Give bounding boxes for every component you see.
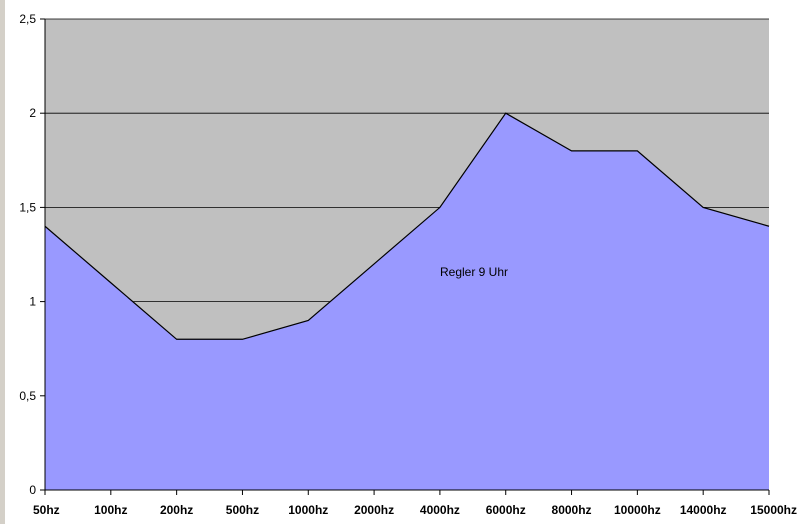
x-tick-label: 200hz [160, 503, 193, 517]
x-tick-label: 14000hz [680, 503, 727, 517]
x-tick-label: 1000hz [288, 503, 328, 517]
x-axis-tick-labels: 50hz 100hz 200hz 500hz 1000hz 2000hz 4000hz 600… [33, 503, 797, 517]
y-tick-label: 2 [29, 106, 36, 120]
x-tick-label: 15000hz [750, 503, 797, 517]
x-tick-label: 100hz [94, 503, 127, 517]
y-tick-label: 1 [29, 295, 36, 309]
series-area [45, 113, 769, 490]
series-annotation-label: Regler 9 Uhr [440, 265, 508, 279]
y-tick-label: 0,5 [19, 389, 36, 403]
y-tick-label: 0 [29, 483, 36, 497]
series-line [44, 112, 770, 340]
y-tick-label: 2,5 [19, 12, 36, 26]
x-tick-label: 10000hz [614, 503, 661, 517]
y-axis-tick-labels: 0 0,5 1 1,5 2 2,5 [19, 12, 36, 497]
y-tick-label: 1,5 [19, 200, 36, 214]
window-edge [0, 0, 5, 524]
x-tick-label: 50hz [33, 503, 60, 517]
x-tick-label: 6000hz [486, 503, 526, 517]
x-tick-label: 8000hz [552, 503, 592, 517]
x-tick-label: 4000hz [420, 503, 460, 517]
axes [40, 18, 770, 495]
x-tick-label: 500hz [226, 503, 259, 517]
x-tick-label: 2000hz [354, 503, 394, 517]
